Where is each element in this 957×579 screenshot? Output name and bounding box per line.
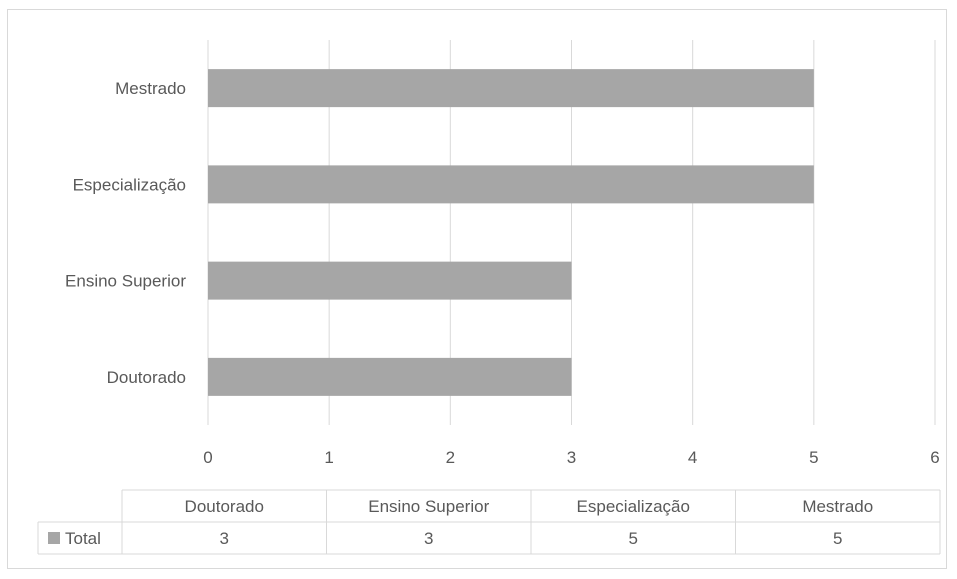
table-header: Mestrado (802, 497, 873, 516)
category-label: Doutorado (107, 368, 186, 387)
category-label: Ensino Superior (65, 272, 186, 291)
table-cell: 5 (833, 529, 842, 548)
legend-label: Total (65, 529, 101, 548)
x-tick-label: 4 (688, 448, 697, 467)
x-tick-labels: 0 1 2 3 4 5 6 (203, 448, 939, 467)
table-header: Doutorado (185, 497, 264, 516)
legend-swatch (48, 532, 60, 544)
table-header: Ensino Superior (368, 497, 489, 516)
category-labels: Doutorado Ensino Superior Especialização Me… (65, 79, 186, 387)
bar (208, 69, 814, 108)
bar (208, 357, 572, 396)
table-header: Especialização (577, 497, 690, 516)
bars (208, 69, 814, 396)
category-label: Mestrado (115, 79, 186, 98)
x-tick-label: 2 (446, 448, 455, 467)
data-table: Doutorado 3 Ensino Superior 3 Especialização… (37, 489, 941, 555)
bar (208, 165, 814, 204)
table-cell: 5 (629, 529, 638, 548)
table-cell: 3 (424, 529, 433, 548)
x-tick-label: 6 (930, 448, 939, 467)
category-label: Especialização (73, 175, 186, 194)
table-cell: 3 (220, 529, 229, 548)
x-tick-label: 1 (324, 448, 333, 467)
bar (208, 261, 572, 300)
x-tick-label: 3 (567, 448, 576, 467)
x-tick-label: 5 (809, 448, 818, 467)
x-tick-label: 0 (203, 448, 212, 467)
